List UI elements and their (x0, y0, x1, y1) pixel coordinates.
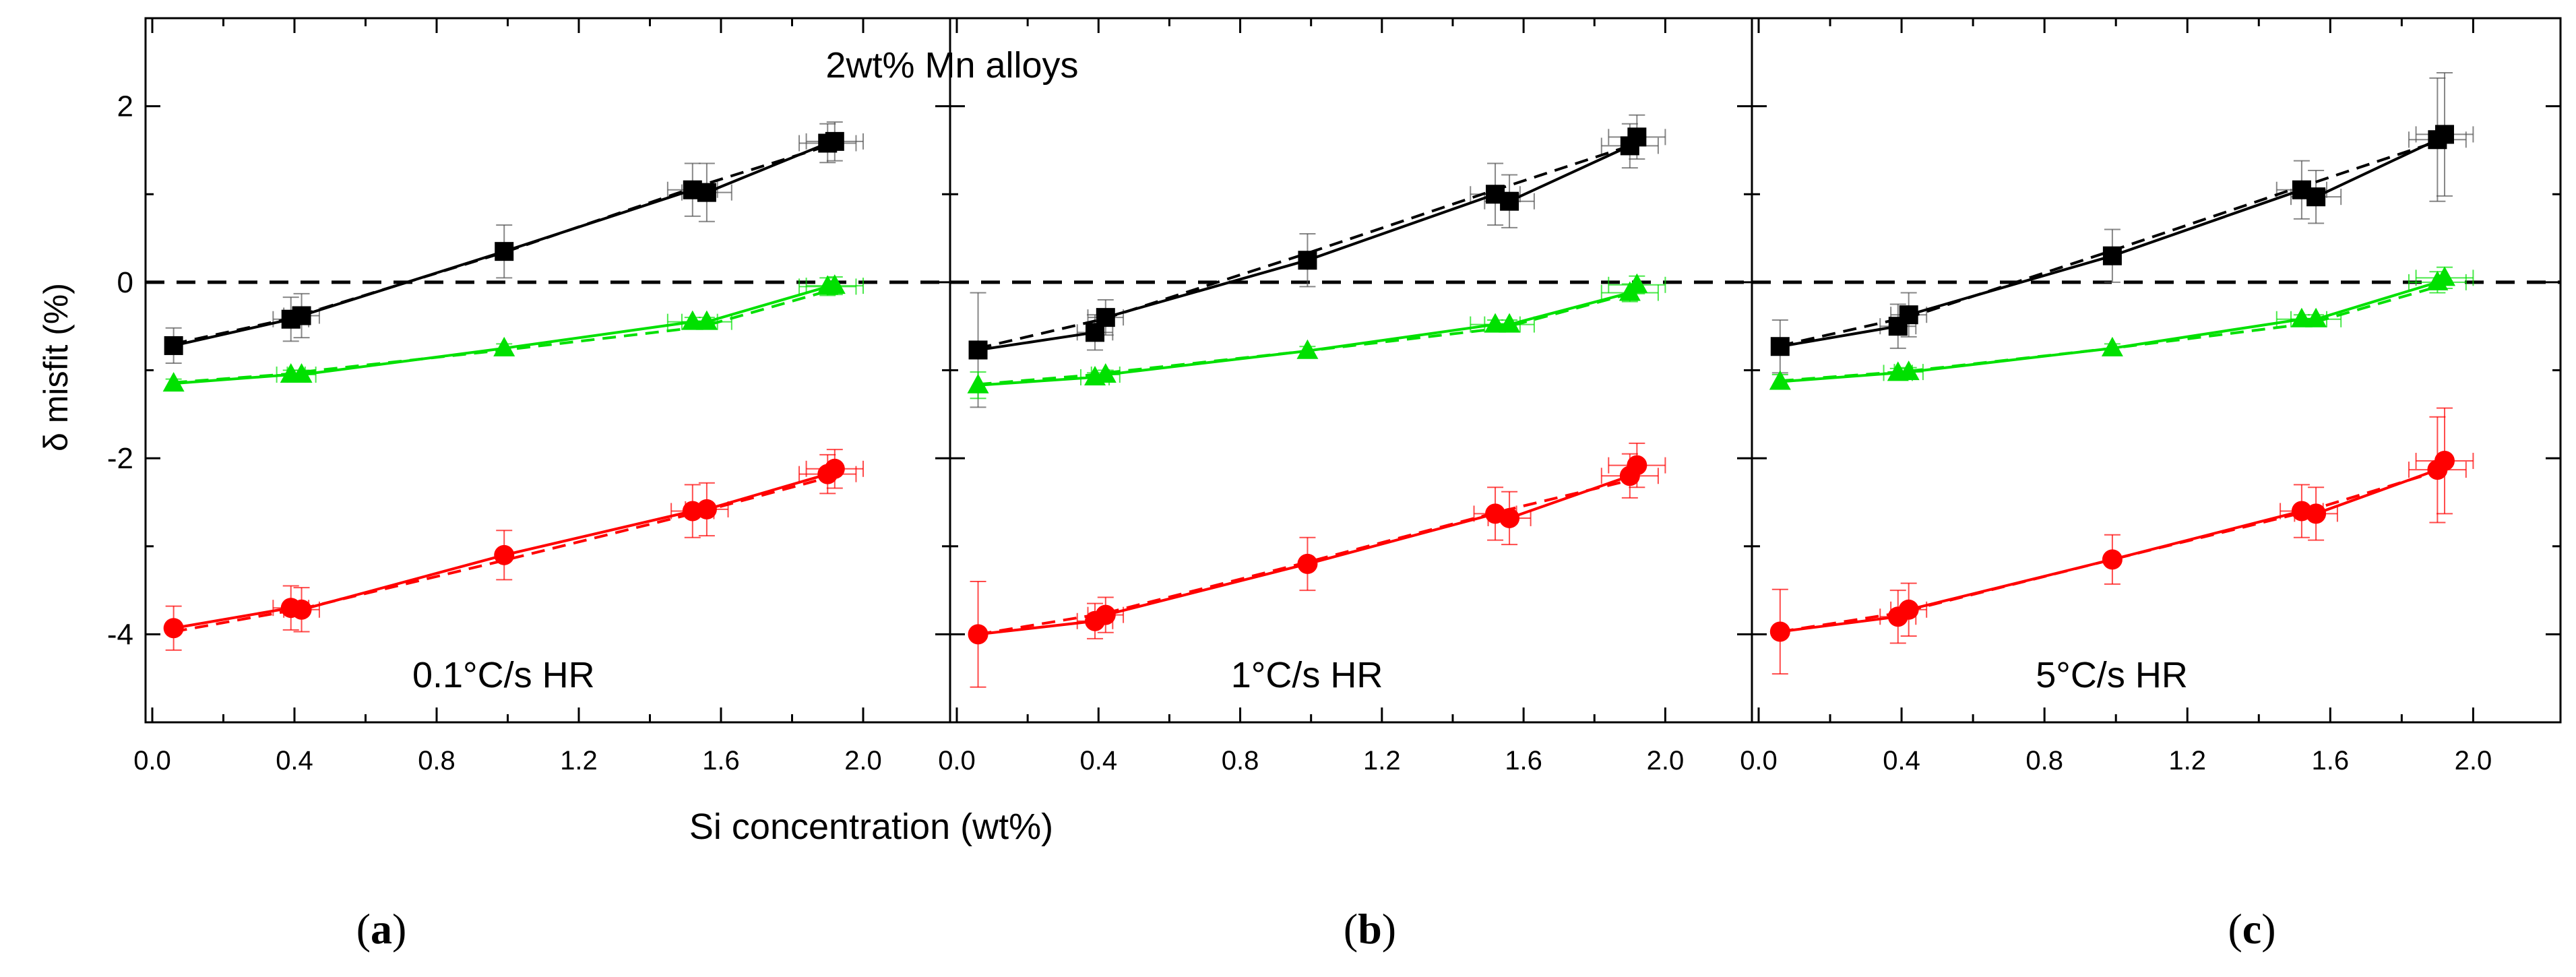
figure-header: 2wt% Mn alloys (825, 45, 1078, 86)
data-point (291, 599, 312, 620)
series-red (163, 449, 864, 651)
y-tick-label: 0 (117, 266, 133, 299)
data-point (1626, 273, 1648, 293)
data-point (290, 363, 313, 383)
panel-letter-bold: a (371, 905, 392, 953)
panel-letter-bold: b (1358, 905, 1382, 953)
data-point (1499, 507, 1520, 528)
data-point (1095, 604, 1116, 625)
data-point (1499, 313, 1521, 333)
panel-letter-bold: c (2242, 905, 2261, 953)
data-point (2101, 336, 2123, 356)
x-tick-label: 0.0 (1740, 746, 1778, 776)
data-point (2306, 503, 2327, 524)
data-point (1094, 363, 1117, 383)
data-point (2434, 451, 2455, 472)
series-red (1769, 407, 2474, 675)
data-point (1484, 313, 1507, 333)
x-tick-label: 1.2 (2168, 746, 2206, 776)
x-tick-label: 0.4 (1079, 746, 1117, 776)
data-point (1296, 339, 1319, 359)
x-tick-label: 1.6 (2312, 746, 2350, 776)
x-tick-label: 0.0 (133, 746, 171, 776)
y-tick-label: -4 (107, 618, 133, 651)
heating-rate-label: 0.1°C/s HR (412, 655, 595, 695)
x-tick-label: 1.6 (1505, 746, 1542, 776)
heating-rate-label: 5°C/s HR (2036, 655, 2188, 695)
data-point (1627, 127, 1647, 147)
panel-c: 0.0 0.4 0.8 1.2 1.6 2.0 5°C/s HR (c) (1740, 17, 2562, 953)
x-axis-label: Si concentration (wt%) (689, 807, 1053, 847)
data-point (2434, 125, 2454, 144)
x-tick-label: 1.6 (702, 746, 740, 776)
series-green (162, 274, 864, 392)
data-point (1770, 337, 1790, 356)
data-point (1769, 370, 1791, 390)
heating-rate-label: 1°C/s HR (1231, 655, 1383, 695)
x-tick-label: 0.4 (276, 746, 313, 776)
data-point (1898, 599, 1919, 620)
data-point (697, 183, 716, 202)
series-black (164, 121, 864, 365)
x-tick-label: 1.2 (560, 746, 598, 776)
x-tick-label: 0.8 (1222, 746, 1259, 776)
data-point (493, 336, 515, 356)
panel-letter: (c) (2228, 905, 2275, 953)
data-point (1627, 455, 1647, 476)
panel-a: 0.0 0.4 0.8 1.2 1.6 2.0 -4 -2 0 2 0.1°C/s HR (a) (107, 17, 951, 953)
data-point (164, 336, 183, 355)
x-tick-label: 0.0 (938, 746, 976, 776)
data-point (823, 274, 846, 294)
x-tick-label: 0.8 (2025, 746, 2063, 776)
data-point (824, 458, 845, 479)
data-point (2102, 549, 2123, 570)
data-point (695, 310, 718, 330)
data-point (1769, 621, 1790, 642)
panel-letter: (a) (356, 905, 407, 953)
data-point (968, 624, 988, 645)
data-point (2102, 246, 2122, 265)
x-tick-label: 2.0 (844, 746, 882, 776)
series-black (1770, 71, 2474, 374)
data-point (968, 340, 988, 360)
data-point (292, 306, 311, 325)
data-point (163, 618, 184, 639)
x-tick-label: 2.0 (2455, 746, 2492, 776)
x-tick-label: 2.0 (1647, 746, 1685, 776)
data-point (2306, 187, 2326, 207)
series-green (967, 273, 1666, 400)
data-point (825, 131, 844, 151)
panel-letter: (b) (1344, 905, 1396, 953)
x-tick-label: 0.4 (1883, 746, 1920, 776)
data-point (494, 544, 515, 565)
y-axis-label: δ misfit (%) (37, 283, 75, 451)
y-tick-label: 2 (117, 90, 133, 123)
data-point (162, 372, 185, 392)
data-point (1298, 251, 1317, 270)
data-point (681, 310, 703, 330)
data-point (1897, 360, 1920, 381)
data-point (2290, 307, 2313, 327)
data-point (1096, 308, 1115, 327)
data-point (495, 242, 514, 261)
x-tick-label: 1.2 (1363, 746, 1401, 776)
series-green (1769, 266, 2474, 390)
series-red (968, 442, 1666, 688)
data-point (2433, 266, 2455, 286)
data-point (1297, 553, 1318, 574)
data-point (696, 499, 717, 519)
x-tick-label: 0.8 (418, 746, 455, 776)
fit-line (978, 141, 1638, 350)
data-point (1500, 191, 1519, 211)
y-tick-label: -2 (107, 442, 133, 475)
data-point (2305, 307, 2327, 327)
series-black (968, 114, 1666, 408)
data-point (1899, 305, 1918, 325)
data-point (967, 373, 989, 393)
